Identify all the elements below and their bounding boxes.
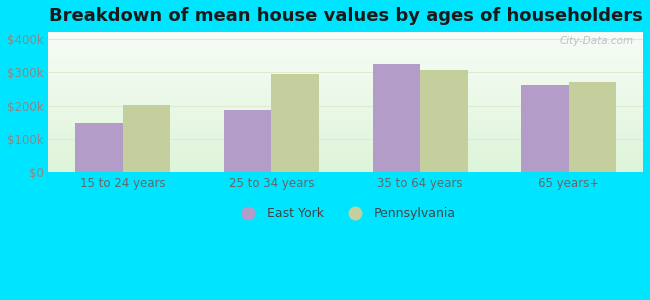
Bar bbox=[420, 70, 467, 172]
Legend: East York, Pennsylvania: East York, Pennsylvania bbox=[231, 202, 461, 225]
Text: City-Data.com: City-Data.com bbox=[560, 36, 634, 46]
Bar bbox=[75, 123, 123, 172]
Bar bbox=[272, 74, 319, 172]
Bar bbox=[569, 82, 616, 172]
Bar bbox=[521, 85, 569, 172]
Bar bbox=[224, 110, 272, 172]
Bar bbox=[123, 104, 170, 172]
Title: Breakdown of mean house values by ages of householders: Breakdown of mean house values by ages o… bbox=[49, 7, 643, 25]
Bar bbox=[372, 64, 420, 172]
